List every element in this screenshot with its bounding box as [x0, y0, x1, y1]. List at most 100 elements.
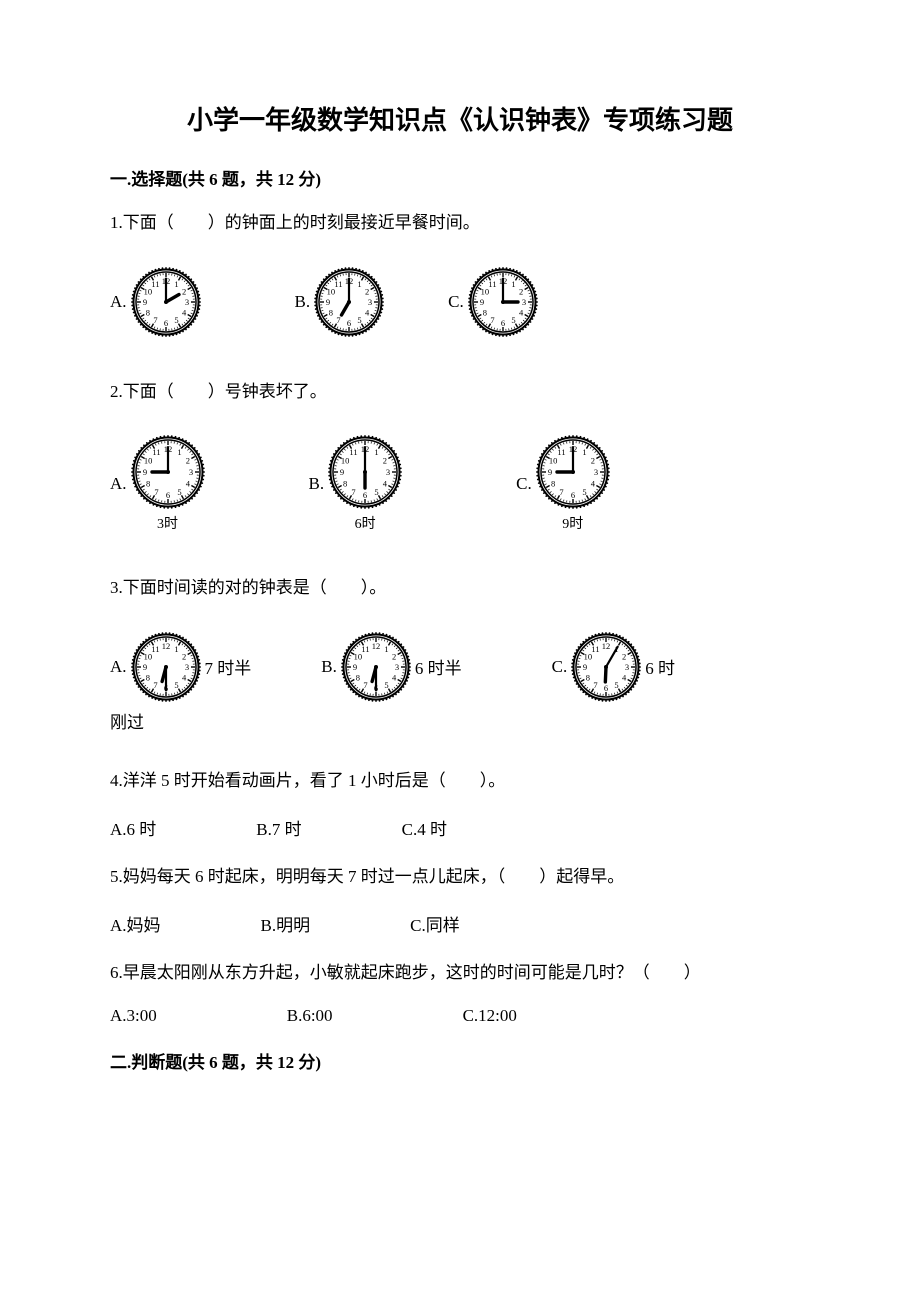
svg-text:9: 9: [583, 662, 587, 672]
q6-opt-a[interactable]: A.3:00: [110, 1006, 157, 1026]
q3-opt-b-label: B.: [321, 657, 337, 677]
svg-text:4: 4: [392, 672, 397, 682]
svg-text:3: 3: [522, 297, 526, 307]
svg-text:7: 7: [153, 680, 157, 690]
svg-text:1: 1: [384, 644, 388, 654]
svg-text:2: 2: [185, 456, 189, 466]
svg-text:5: 5: [174, 315, 178, 325]
svg-text:4: 4: [182, 672, 187, 682]
q2-text: 2.下面（ ）号钟表坏了。: [110, 377, 810, 408]
svg-text:5: 5: [615, 680, 619, 690]
svg-text:2: 2: [182, 651, 186, 661]
svg-text:5: 5: [511, 315, 515, 325]
svg-text:4: 4: [622, 672, 627, 682]
q5-opt-b[interactable]: B.明明: [261, 911, 311, 936]
svg-text:7: 7: [337, 315, 341, 325]
q6-opt-c[interactable]: C.12:00: [463, 1006, 517, 1026]
svg-text:4: 4: [182, 307, 187, 317]
svg-text:11: 11: [151, 278, 159, 288]
svg-text:12: 12: [161, 641, 170, 651]
svg-text:12: 12: [372, 641, 381, 651]
svg-text:3: 3: [395, 662, 399, 672]
q4-opt-b[interactable]: B.7 时: [256, 815, 301, 840]
q4-options: A.6 时 B.7 时 C.4 时: [110, 815, 810, 840]
q1-opt-a[interactable]: A. 123456789101112: [110, 267, 205, 337]
svg-text:2: 2: [591, 456, 595, 466]
svg-text:11: 11: [592, 644, 600, 654]
q3-opt-c[interactable]: C. 123456789101112 6 时: [552, 632, 675, 702]
svg-text:9: 9: [142, 297, 146, 307]
q5-opt-a[interactable]: A.妈妈: [110, 911, 161, 936]
q1-opt-c[interactable]: C. 123456789101112: [448, 267, 542, 337]
q4-opt-c[interactable]: C.4 时: [402, 815, 447, 840]
svg-text:1: 1: [511, 278, 515, 288]
svg-text:6: 6: [363, 490, 367, 500]
svg-text:7: 7: [153, 315, 157, 325]
svg-text:3: 3: [625, 662, 629, 672]
svg-text:1: 1: [582, 447, 586, 457]
q1-options: A. 123456789101112 B. 123456789101112 C.…: [110, 267, 810, 337]
svg-text:4: 4: [519, 307, 524, 317]
q3-options: A. 123456789101112 7 时半 B. 1234567891011…: [110, 632, 810, 702]
svg-text:11: 11: [350, 447, 358, 457]
q1-text: 1.下面（ ）的钟面上的时刻最接近早餐时间。: [110, 208, 810, 239]
q2-opt-a-caption: 3时: [157, 513, 178, 533]
q3-opt-a-label: A.: [110, 657, 127, 677]
svg-text:3: 3: [188, 467, 192, 477]
svg-text:9: 9: [326, 297, 330, 307]
svg-text:4: 4: [383, 479, 388, 489]
q6-opt-b[interactable]: B.6:00: [287, 1006, 333, 1026]
svg-text:1: 1: [174, 644, 178, 654]
svg-text:6: 6: [501, 318, 505, 328]
svg-text:7: 7: [363, 680, 367, 690]
svg-text:8: 8: [482, 307, 486, 317]
svg-text:11: 11: [335, 278, 343, 288]
svg-text:2: 2: [519, 286, 523, 296]
q3-opt-b-after: 6 时半: [415, 654, 462, 679]
q5-text: 5.妈妈每天 6 时起床，明明每天 7 时过一点儿起床，（ ）起得早。: [110, 862, 810, 893]
q1-opt-b-label: B.: [295, 292, 311, 312]
q2-opt-c-label: C.: [516, 474, 532, 494]
svg-text:9: 9: [480, 297, 484, 307]
q1-opt-b[interactable]: B. 123456789101112: [295, 267, 389, 337]
q2-opt-a[interactable]: A. 123456789101112 3时: [110, 435, 209, 533]
svg-text:6: 6: [165, 490, 169, 500]
svg-text:3: 3: [386, 467, 390, 477]
svg-text:2: 2: [365, 286, 369, 296]
svg-text:4: 4: [185, 479, 190, 489]
svg-text:11: 11: [151, 644, 159, 654]
svg-text:9: 9: [142, 467, 146, 477]
q2-opt-c[interactable]: C. 123456789101112 9时: [516, 435, 614, 533]
svg-text:8: 8: [329, 307, 333, 317]
svg-text:8: 8: [145, 307, 149, 317]
svg-text:1: 1: [358, 278, 362, 288]
q3-opt-c-after: 6 时: [645, 654, 675, 679]
q3-opt-b[interactable]: B. 123456789101112 6 时半: [321, 632, 461, 702]
svg-text:10: 10: [341, 456, 350, 466]
q5-opt-c[interactable]: C.同样: [410, 911, 460, 936]
svg-text:8: 8: [586, 672, 590, 682]
q3-opt-a[interactable]: A. 123456789101112 7 时半: [110, 632, 251, 702]
q2-opt-b-caption: 6时: [355, 513, 376, 533]
q4-opt-a[interactable]: A.6 时: [110, 815, 156, 840]
svg-text:5: 5: [375, 487, 379, 497]
svg-text:5: 5: [174, 680, 178, 690]
q3-opt-a-after: 7 时半: [205, 654, 252, 679]
clock-icon: 123456789101112: [314, 267, 384, 337]
q2-opt-c-caption: 9时: [562, 513, 583, 533]
svg-text:6: 6: [163, 318, 167, 328]
clock-icon: 123456789101112: [341, 632, 411, 702]
clock-icon: 123456789101112: [131, 435, 205, 509]
q1-opt-a-label: A.: [110, 292, 127, 312]
q6-options: A.3:00 B.6:00 C.12:00: [110, 1006, 810, 1026]
svg-text:3: 3: [368, 297, 372, 307]
q3-opt-c-label: C.: [552, 657, 568, 677]
clock-icon: 123456789101112: [536, 435, 610, 509]
svg-text:4: 4: [591, 479, 596, 489]
svg-text:8: 8: [145, 479, 149, 489]
section2-header: 二.判断题(共 6 题，共 12 分): [110, 1048, 810, 1073]
q2-opt-b[interactable]: B. 123456789101112 6时: [309, 435, 407, 533]
svg-text:2: 2: [622, 651, 626, 661]
svg-text:11: 11: [361, 644, 369, 654]
svg-text:2: 2: [383, 456, 387, 466]
